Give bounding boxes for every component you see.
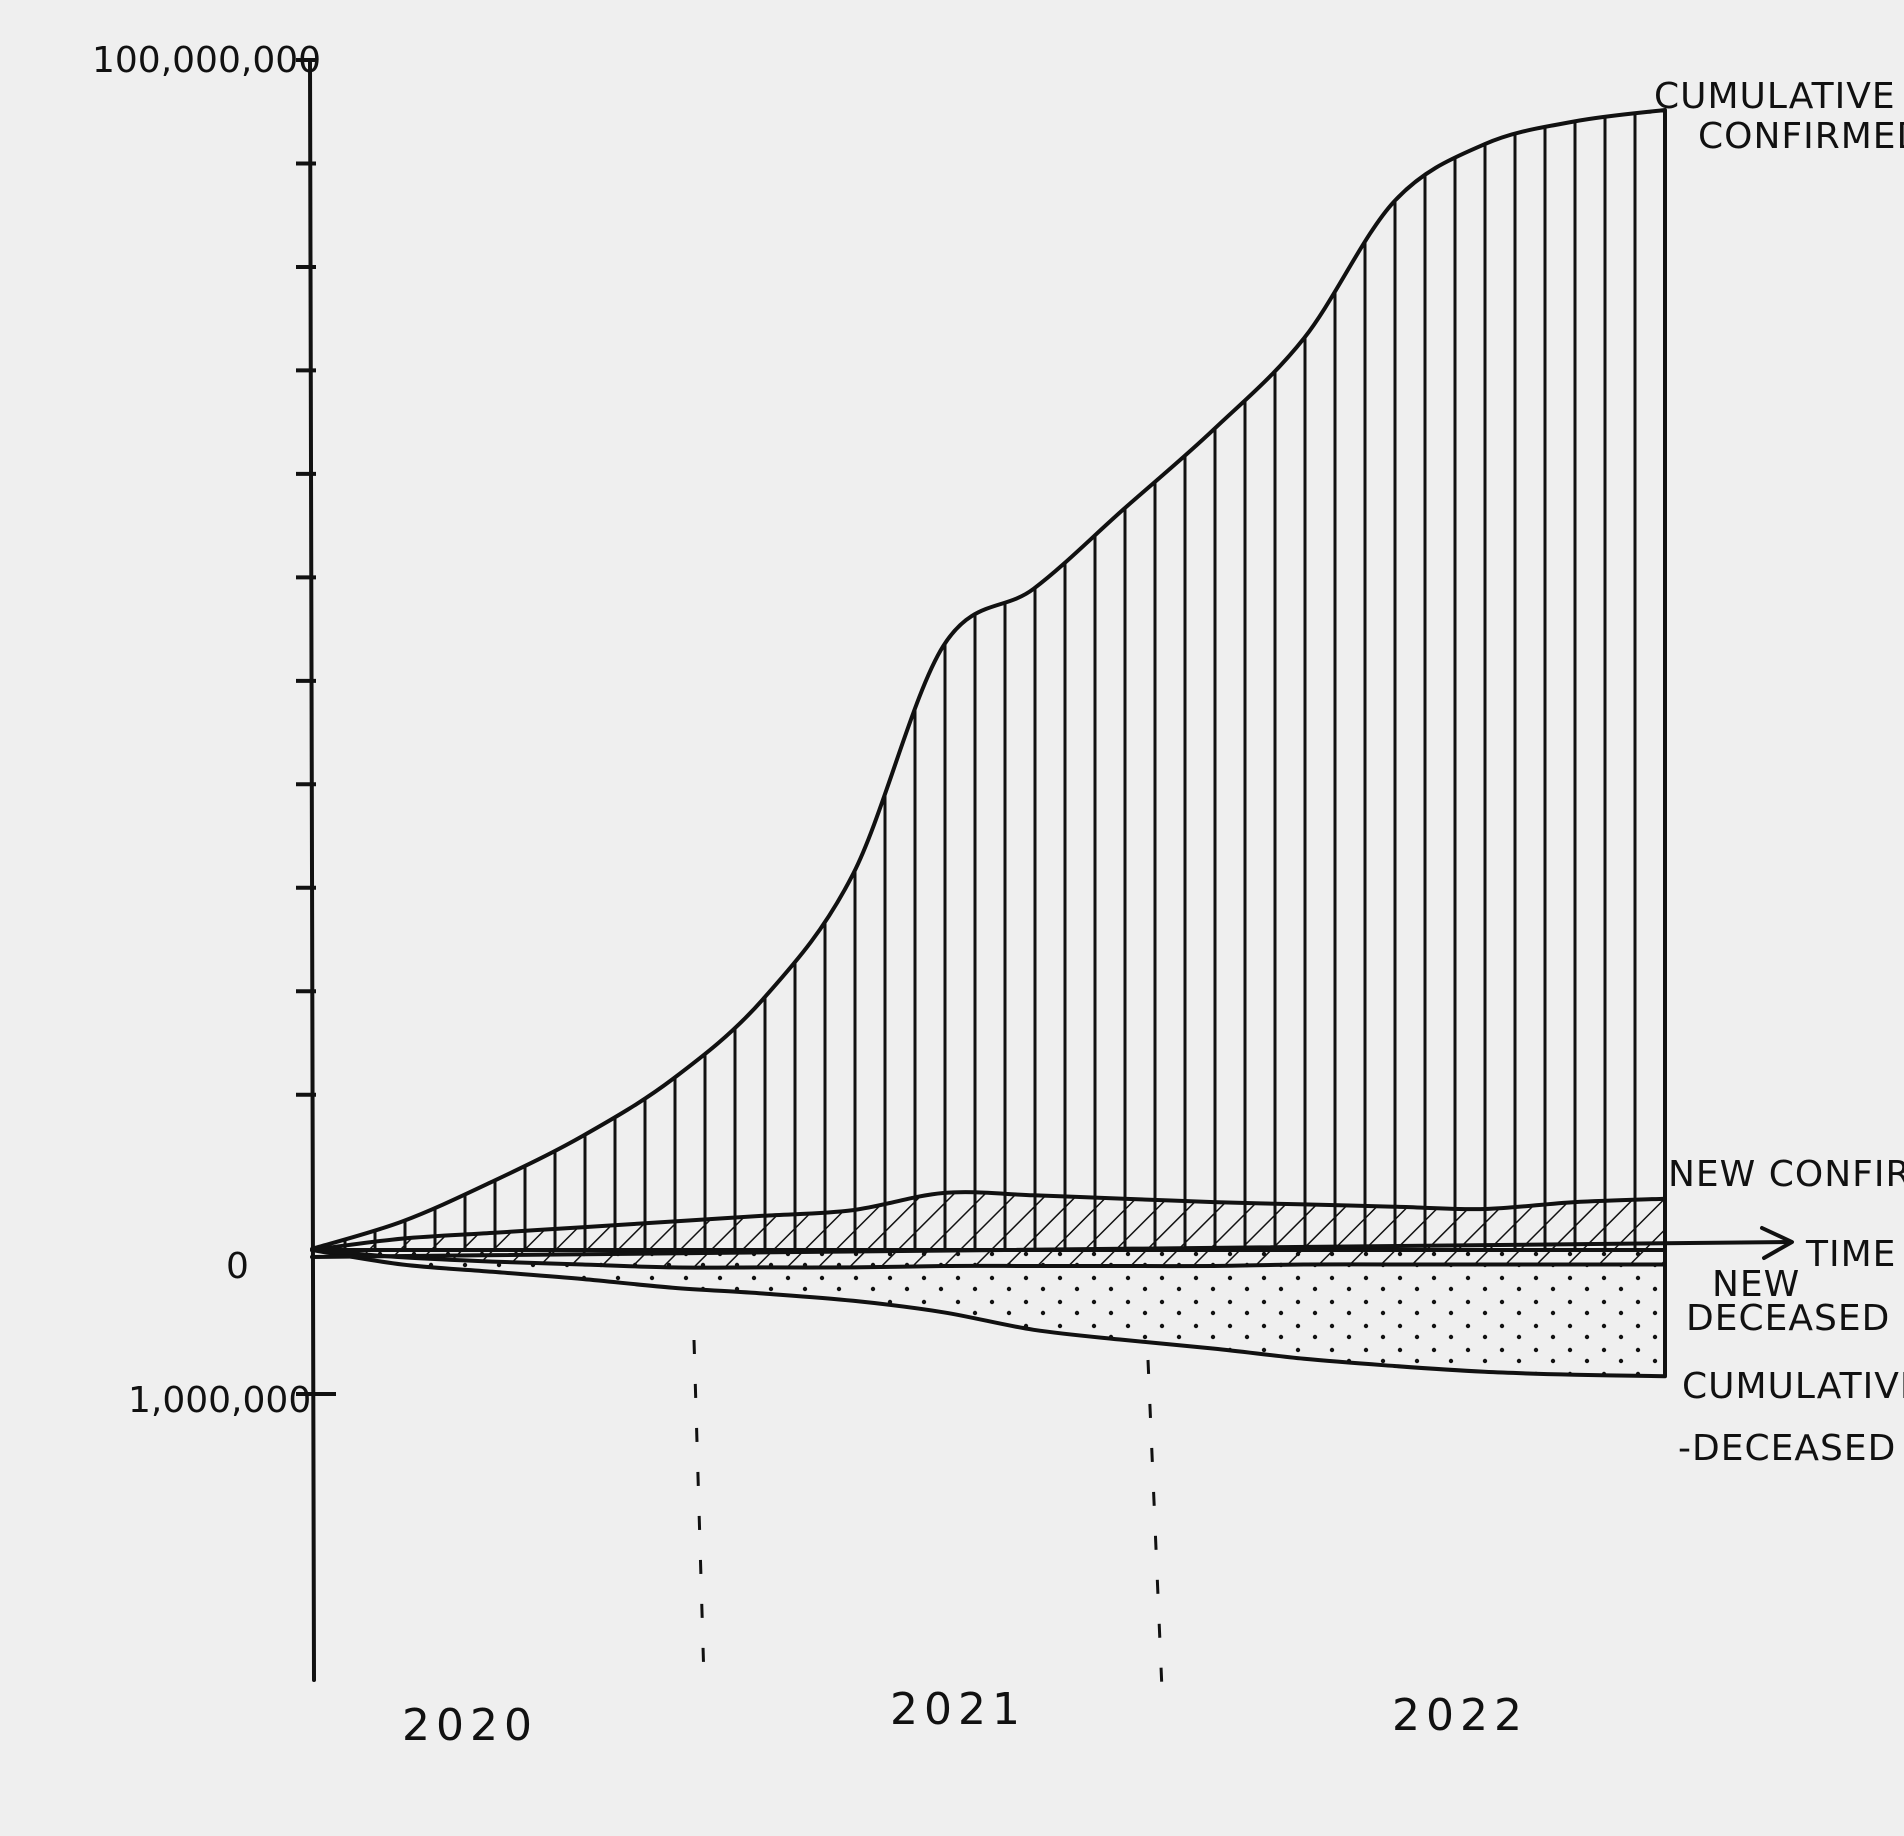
series-label-new-confirmed: NEW CONFIRMED: [1668, 1154, 1904, 1195]
series-labels: CUMULATIVE CONFIRMED NEW CONFIRMED NEW D…: [1654, 76, 1904, 1469]
x-axis-title: TIME: [1805, 1234, 1896, 1275]
period-label-2020: 2020: [402, 1700, 538, 1751]
series-label-cumulative-confirmed: CONFIRMED: [1698, 116, 1904, 157]
series-label-cumulative-confirmed: CUMULATIVE: [1654, 76, 1896, 117]
x-axis-arrowhead: [1760, 1226, 1794, 1260]
y-tick-label-zero: 0: [226, 1246, 249, 1287]
bands-layer: [310, 108, 1667, 1379]
axis-labels: 100,000,000 0 1,000,000 TIME 2020 2021 2…: [92, 40, 1896, 1751]
cumulative-confirmed-area: [310, 108, 1667, 1252]
series-label-new-deceased: DECEASED: [1686, 1298, 1890, 1339]
period-divider: [1146, 1359, 1164, 1691]
y-tick-label-top: 100,000,000: [92, 40, 321, 81]
axes-layer: [296, 58, 1794, 1691]
series-label-new-deceased: NEW: [1712, 1264, 1800, 1305]
y-axis: [308, 58, 316, 1682]
y-tick-label-bottom: 1,000,000: [128, 1380, 311, 1421]
series-label-cumulative-deceased: -DECEASED: [1678, 1428, 1896, 1469]
period-label-2021: 2021: [890, 1684, 1026, 1735]
cumulative-deceased-area: [310, 1248, 1667, 1379]
x-axis: [310, 1240, 1792, 1259]
period-divider: [692, 1339, 706, 1681]
y-ticks: [296, 58, 336, 1396]
new-confirmed-area: [310, 1190, 1667, 1252]
series-label-cumulative-deceased: CUMULATIVE: [1682, 1366, 1904, 1407]
period-label-2022: 2022: [1392, 1690, 1528, 1741]
